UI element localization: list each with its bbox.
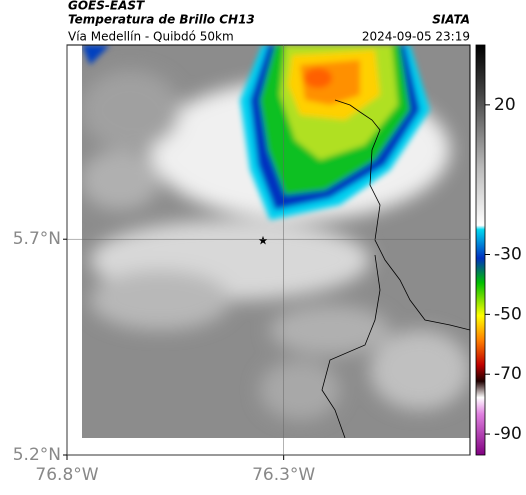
y-tick-label: 5.2°N (13, 445, 61, 465)
x-tick-label: 76.3°W (252, 465, 315, 485)
x-tick-label: 76.8°W (35, 465, 98, 485)
title: Temperatura de Brillo CH13 (68, 13, 255, 27)
datetime: 2024-09-05 23:19 (362, 30, 470, 44)
colorbar-tick-label: -70 (494, 364, 522, 384)
colorbar-tick-label: 20 (494, 95, 516, 115)
colorbar-tick-label: -50 (494, 304, 522, 324)
station-marker: ★ (258, 234, 269, 248)
colorbar (475, 44, 486, 456)
satellite-image (82, 45, 470, 438)
y-tick-label: 5.7°N (13, 229, 61, 249)
region: Vía Medellín - Quibdó 50km (68, 30, 234, 44)
colorbar-tick-label: -90 (494, 424, 522, 444)
org: SIATA (432, 13, 470, 27)
source: GOES-EAST (68, 0, 145, 13)
colorbar-tick-label: -30 (494, 244, 522, 264)
